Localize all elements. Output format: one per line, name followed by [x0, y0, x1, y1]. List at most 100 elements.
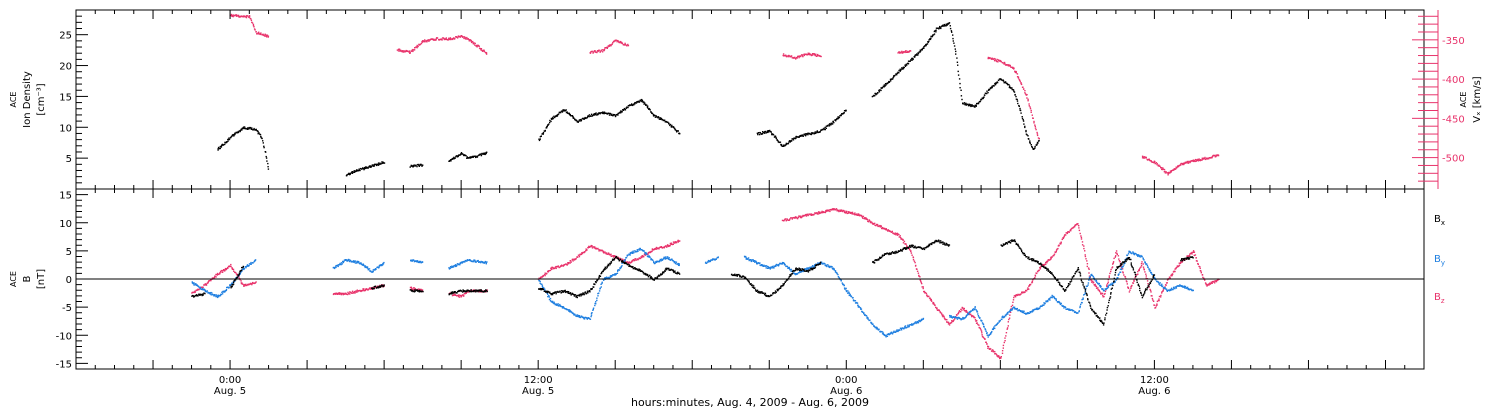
density-point: [262, 140, 264, 142]
by-point: [791, 270, 793, 272]
by-point: [1181, 285, 1183, 287]
density-point: [649, 109, 651, 111]
density-point: [827, 125, 829, 127]
by-point: [836, 273, 838, 275]
bx-point: [473, 290, 475, 292]
bz-point: [1191, 253, 1193, 255]
by-point: [974, 306, 976, 308]
density-point: [935, 31, 937, 33]
density-point: [911, 59, 914, 61]
by-point: [250, 263, 252, 265]
bx-point: [607, 265, 609, 267]
density-point: [767, 131, 769, 133]
density-point: [352, 171, 355, 173]
velocity-point: [1020, 82, 1022, 84]
velocity-point: [788, 55, 791, 57]
velocity-point: [478, 47, 481, 49]
density-point: [814, 132, 816, 134]
bx-point: [632, 267, 634, 270]
velocity-point: [399, 49, 401, 51]
bz-point: [1037, 270, 1039, 273]
density-point: [485, 152, 487, 155]
by-point: [848, 292, 850, 295]
by-point: [553, 301, 555, 303]
by-point: [1041, 305, 1043, 307]
by-point: [1005, 313, 1007, 316]
bx-point: [591, 288, 593, 290]
by-point: [852, 297, 854, 299]
velocity-point: [478, 45, 480, 47]
velocity-point: [253, 26, 255, 28]
by-point: [538, 280, 540, 282]
bx-point: [565, 291, 567, 294]
bz-point: [542, 274, 544, 277]
bx-point: [583, 292, 585, 295]
density-point: [567, 112, 569, 114]
by-point: [455, 264, 457, 266]
by-point: [657, 261, 659, 263]
bz-point: [865, 217, 867, 219]
bx-point: [580, 293, 582, 295]
by-point: [747, 258, 749, 260]
velocity-point: [1019, 79, 1021, 81]
velocity-point: [1161, 168, 1163, 171]
by-point: [831, 266, 833, 268]
bx-point: [486, 290, 488, 293]
bz-point: [1020, 293, 1022, 295]
velocity-point: [238, 16, 240, 18]
density-point: [963, 102, 966, 104]
velocity-point: [1150, 161, 1153, 163]
velocity-point: [1033, 120, 1035, 123]
density-point: [371, 165, 373, 167]
velocity-point: [1026, 94, 1028, 96]
bx-point: [596, 280, 598, 282]
bz-point: [1010, 308, 1012, 310]
velocity-point: [1038, 137, 1040, 140]
by-point: [872, 323, 874, 325]
density-point: [568, 113, 571, 115]
density-point: [470, 157, 472, 159]
bz-point: [675, 241, 678, 244]
velocity-point: [485, 53, 488, 55]
by-point: [856, 302, 859, 304]
by-point: [874, 326, 877, 329]
bz-point: [241, 282, 243, 284]
bz-point: [1047, 260, 1049, 262]
bx-point: [764, 292, 767, 295]
by-point: [984, 329, 987, 331]
bz-point: [820, 212, 822, 214]
bz-point: [1084, 254, 1086, 256]
density-point: [542, 133, 544, 135]
velocity-point: [1007, 64, 1009, 67]
bx-point: [758, 292, 760, 294]
by-point: [1062, 305, 1064, 307]
bz-point: [584, 251, 586, 253]
bz-point: [1139, 267, 1141, 269]
velocity-point: [476, 46, 478, 48]
by-point: [993, 326, 995, 328]
velocity-point: [245, 16, 248, 19]
by-point: [210, 294, 212, 296]
velocity-point: [267, 36, 269, 38]
bz-point: [672, 243, 674, 245]
bz-point: [1207, 284, 1209, 286]
bz-point: [833, 208, 835, 210]
density-point: [460, 152, 463, 154]
bx-point: [578, 295, 581, 297]
by-point: [754, 261, 756, 263]
density-point: [476, 156, 479, 158]
bz-point: [655, 246, 658, 249]
density-point: [769, 129, 771, 132]
density-point: [456, 156, 459, 158]
bz-point: [1039, 266, 1042, 268]
by-point: [1028, 312, 1030, 314]
by-point: [1077, 312, 1079, 314]
velocity-point: [622, 44, 625, 46]
velocity-point: [248, 16, 250, 19]
density-point: [825, 125, 828, 127]
bz-point: [662, 246, 664, 249]
velocity-point: [794, 57, 796, 59]
by-point: [554, 302, 556, 305]
by-point: [990, 331, 993, 334]
by-point: [907, 326, 909, 328]
